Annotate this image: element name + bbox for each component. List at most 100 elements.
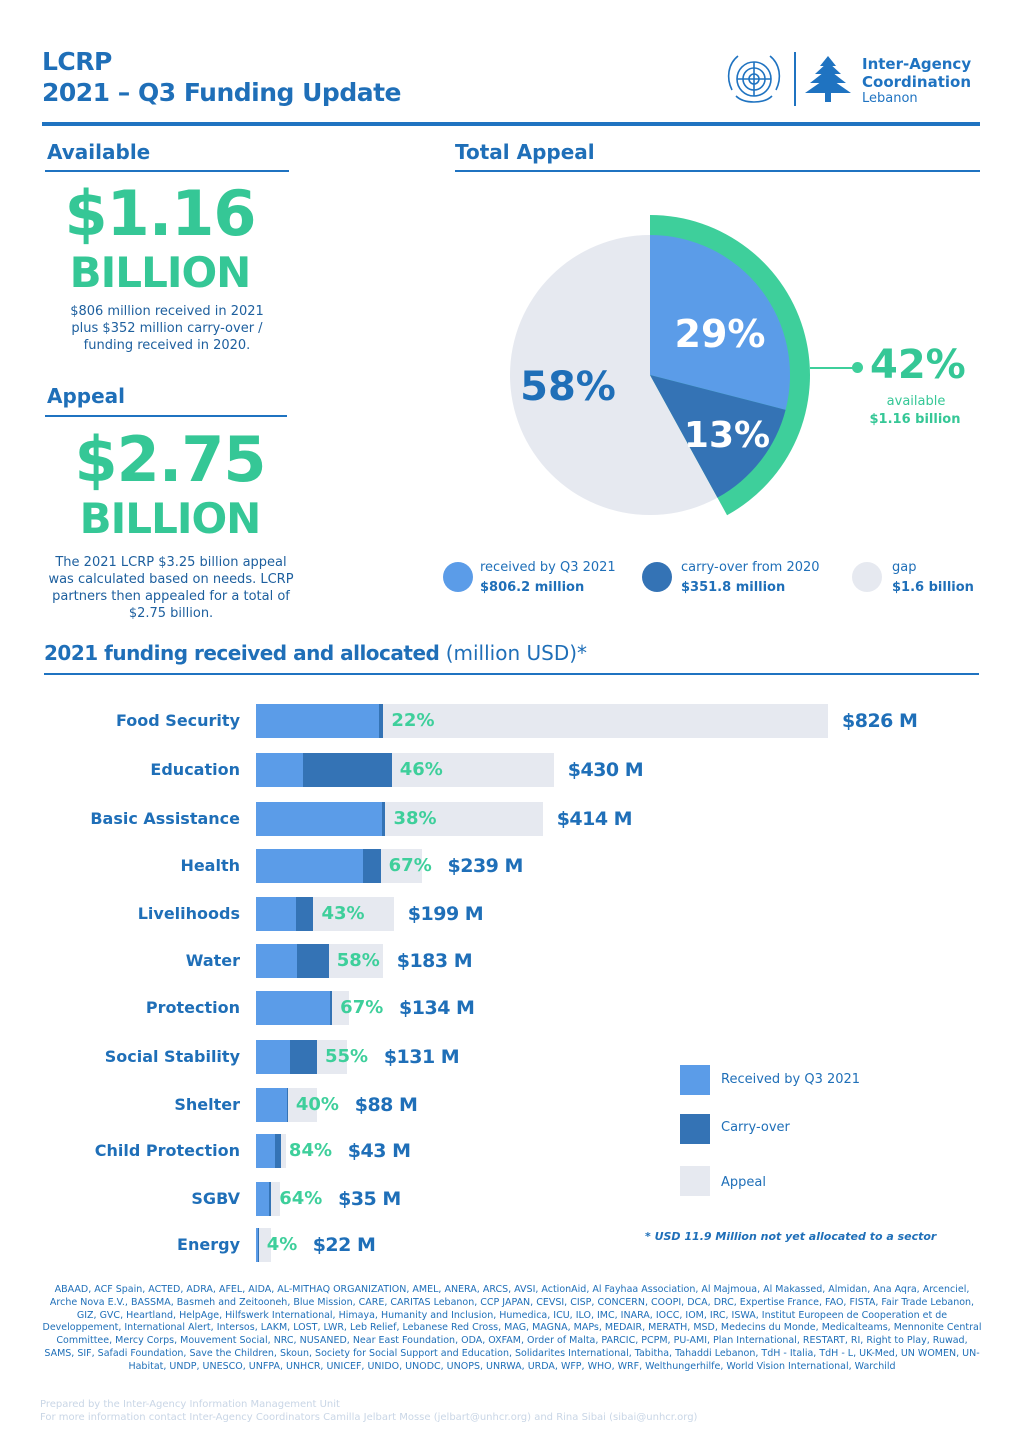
pie-label-carryover: 13% <box>684 415 770 456</box>
legend-label-gap: gap <box>892 560 917 575</box>
bar-appeal <box>256 991 349 1025</box>
bars-heading-light: (million USD)* <box>439 641 588 665</box>
bar-value-label: $826 M <box>842 710 918 732</box>
pie-label-received: 29% <box>675 312 766 356</box>
available-amount: $1.16 <box>64 177 256 250</box>
bar-received <box>256 944 297 978</box>
legend-label-received: received by Q3 2021 <box>480 560 616 575</box>
bar-received <box>256 849 363 883</box>
page-title: LCRP 2021 – Q3 Funding Update <box>42 46 402 108</box>
appeal-note: The 2021 LCRP $3.25 billion appeal was c… <box>48 555 294 621</box>
available-unit: BILLION <box>69 248 252 297</box>
bar-received <box>256 1182 270 1216</box>
bar-category-label: Education <box>150 760 240 779</box>
bar-legend-label-carryover: Carry-over <box>721 1120 790 1135</box>
bar-received <box>256 1134 275 1168</box>
bar-appeal <box>256 1228 272 1262</box>
legend-value-received: $806.2 million <box>480 580 585 595</box>
pie-label-gap: 58% <box>520 364 616 410</box>
bar-value-label: $131 M <box>383 1046 460 1068</box>
cedar-tree-icon <box>805 56 851 102</box>
pie-legend-received: received by Q3 2021 $806.2 million <box>443 558 643 598</box>
logo-line-3: Lebanon <box>862 91 918 106</box>
header-divider <box>42 122 980 126</box>
bar-category-label: Child Protection <box>94 1141 240 1160</box>
bar-percent-label: 38% <box>393 808 437 829</box>
bar-appeal <box>256 1134 286 1168</box>
pie-chart: 29% 13% 58% <box>509 215 811 516</box>
bar-percent-label: 67% <box>340 997 384 1018</box>
bar-received <box>256 1088 288 1122</box>
bar-carryover <box>330 991 333 1025</box>
pie-slice-carryover <box>650 375 786 498</box>
bar-percent-label: 58% <box>336 950 380 971</box>
appeal-amount: $2.75 <box>74 423 266 496</box>
available-callout-dot <box>852 362 863 373</box>
bar-appeal <box>256 802 543 836</box>
total-appeal-heading: Total Appeal <box>455 140 595 164</box>
logo-divider <box>794 52 796 106</box>
logo-text: Inter-Agency Coordination Lebanon <box>862 55 971 106</box>
bar-value-label: $183 M <box>396 950 473 972</box>
bar-carryover <box>274 1134 281 1168</box>
bar-category-label: Health <box>180 856 240 875</box>
partners-list: ABAAD, ACF Spain, ACTED, ADRA, AFEL, AID… <box>42 1284 982 1372</box>
bar-carryover <box>258 1228 259 1262</box>
un-logo <box>722 50 786 108</box>
prepared-by: Prepared by the Inter-Agency Information… <box>40 1399 340 1410</box>
bar-percent-label: 55% <box>324 1046 369 1067</box>
pie-slice-received <box>650 235 790 410</box>
legend-swatch-carryover <box>642 562 672 592</box>
bar-appeal <box>256 1088 317 1122</box>
bar-received <box>256 991 331 1025</box>
bar-legend-swatch-carryover <box>680 1114 710 1144</box>
available-underline <box>45 170 289 172</box>
bar-category-label: SGBV <box>191 1189 240 1208</box>
bar-category-label: Energy <box>177 1235 240 1254</box>
bar-carryover <box>287 1088 288 1122</box>
bar-carryover <box>269 1182 272 1216</box>
bar-received <box>256 1040 290 1074</box>
bars-heading-underline <box>44 673 979 675</box>
bar-value-label: $134 M <box>399 997 475 1019</box>
bar-percent-label: 84% <box>288 1140 333 1161</box>
bar-value-label: $88 M <box>354 1094 418 1116</box>
bar-category-label: Shelter <box>174 1095 240 1114</box>
bar-category-label: Social Stability <box>104 1047 240 1066</box>
available-heading: Available <box>47 140 151 164</box>
bar-received <box>256 802 383 836</box>
bar-carryover <box>303 753 392 787</box>
bar-value-label: $199 M <box>407 903 484 925</box>
appeal-underline <box>45 415 287 417</box>
available-callout-line <box>810 367 858 369</box>
bar-appeal <box>256 1040 347 1074</box>
bar-value-label: $35 M <box>338 1188 401 1210</box>
bar-appeal <box>256 849 422 883</box>
bar-legend-swatch-appeal <box>680 1166 710 1196</box>
legend-swatch-received <box>443 562 473 592</box>
legend-value-carryover: $351.8 million <box>681 580 786 595</box>
bar-legend-swatch-received <box>680 1065 710 1095</box>
available-value: $1.16 billion <box>869 412 961 427</box>
bar-carryover <box>296 897 314 931</box>
bar-carryover <box>296 944 329 978</box>
contact-info: For more information contact Inter-Agenc… <box>40 1412 698 1423</box>
appeal-heading: Appeal <box>47 384 126 408</box>
pie-legend-carryover: carry-over from 2020 $351.8 million <box>642 558 852 598</box>
bar-carryover <box>289 1040 317 1074</box>
legend-value-gap: $1.6 billion <box>892 580 974 595</box>
bar-percent-label: 46% <box>399 759 443 780</box>
bar-percent-label: 4% <box>266 1234 298 1255</box>
bar-carryover <box>378 704 384 738</box>
bar-appeal <box>256 1182 281 1216</box>
bar-appeal <box>256 704 828 738</box>
bar-percent-label: 22% <box>391 710 435 731</box>
logo-line-1: Inter-Agency <box>862 55 972 73</box>
bar-value-label: $239 M <box>447 855 524 877</box>
bar-carryover <box>362 849 381 883</box>
un-emblem-icon <box>727 55 781 103</box>
bar-legend-label-appeal: Appeal <box>721 1175 766 1190</box>
unallocated-note: * USD 11.9 Million not yet allocated to … <box>645 1230 937 1243</box>
bars-heading: 2021 funding received and allocated (mil… <box>44 641 587 665</box>
bar-category-label: Livelihoods <box>137 904 240 923</box>
